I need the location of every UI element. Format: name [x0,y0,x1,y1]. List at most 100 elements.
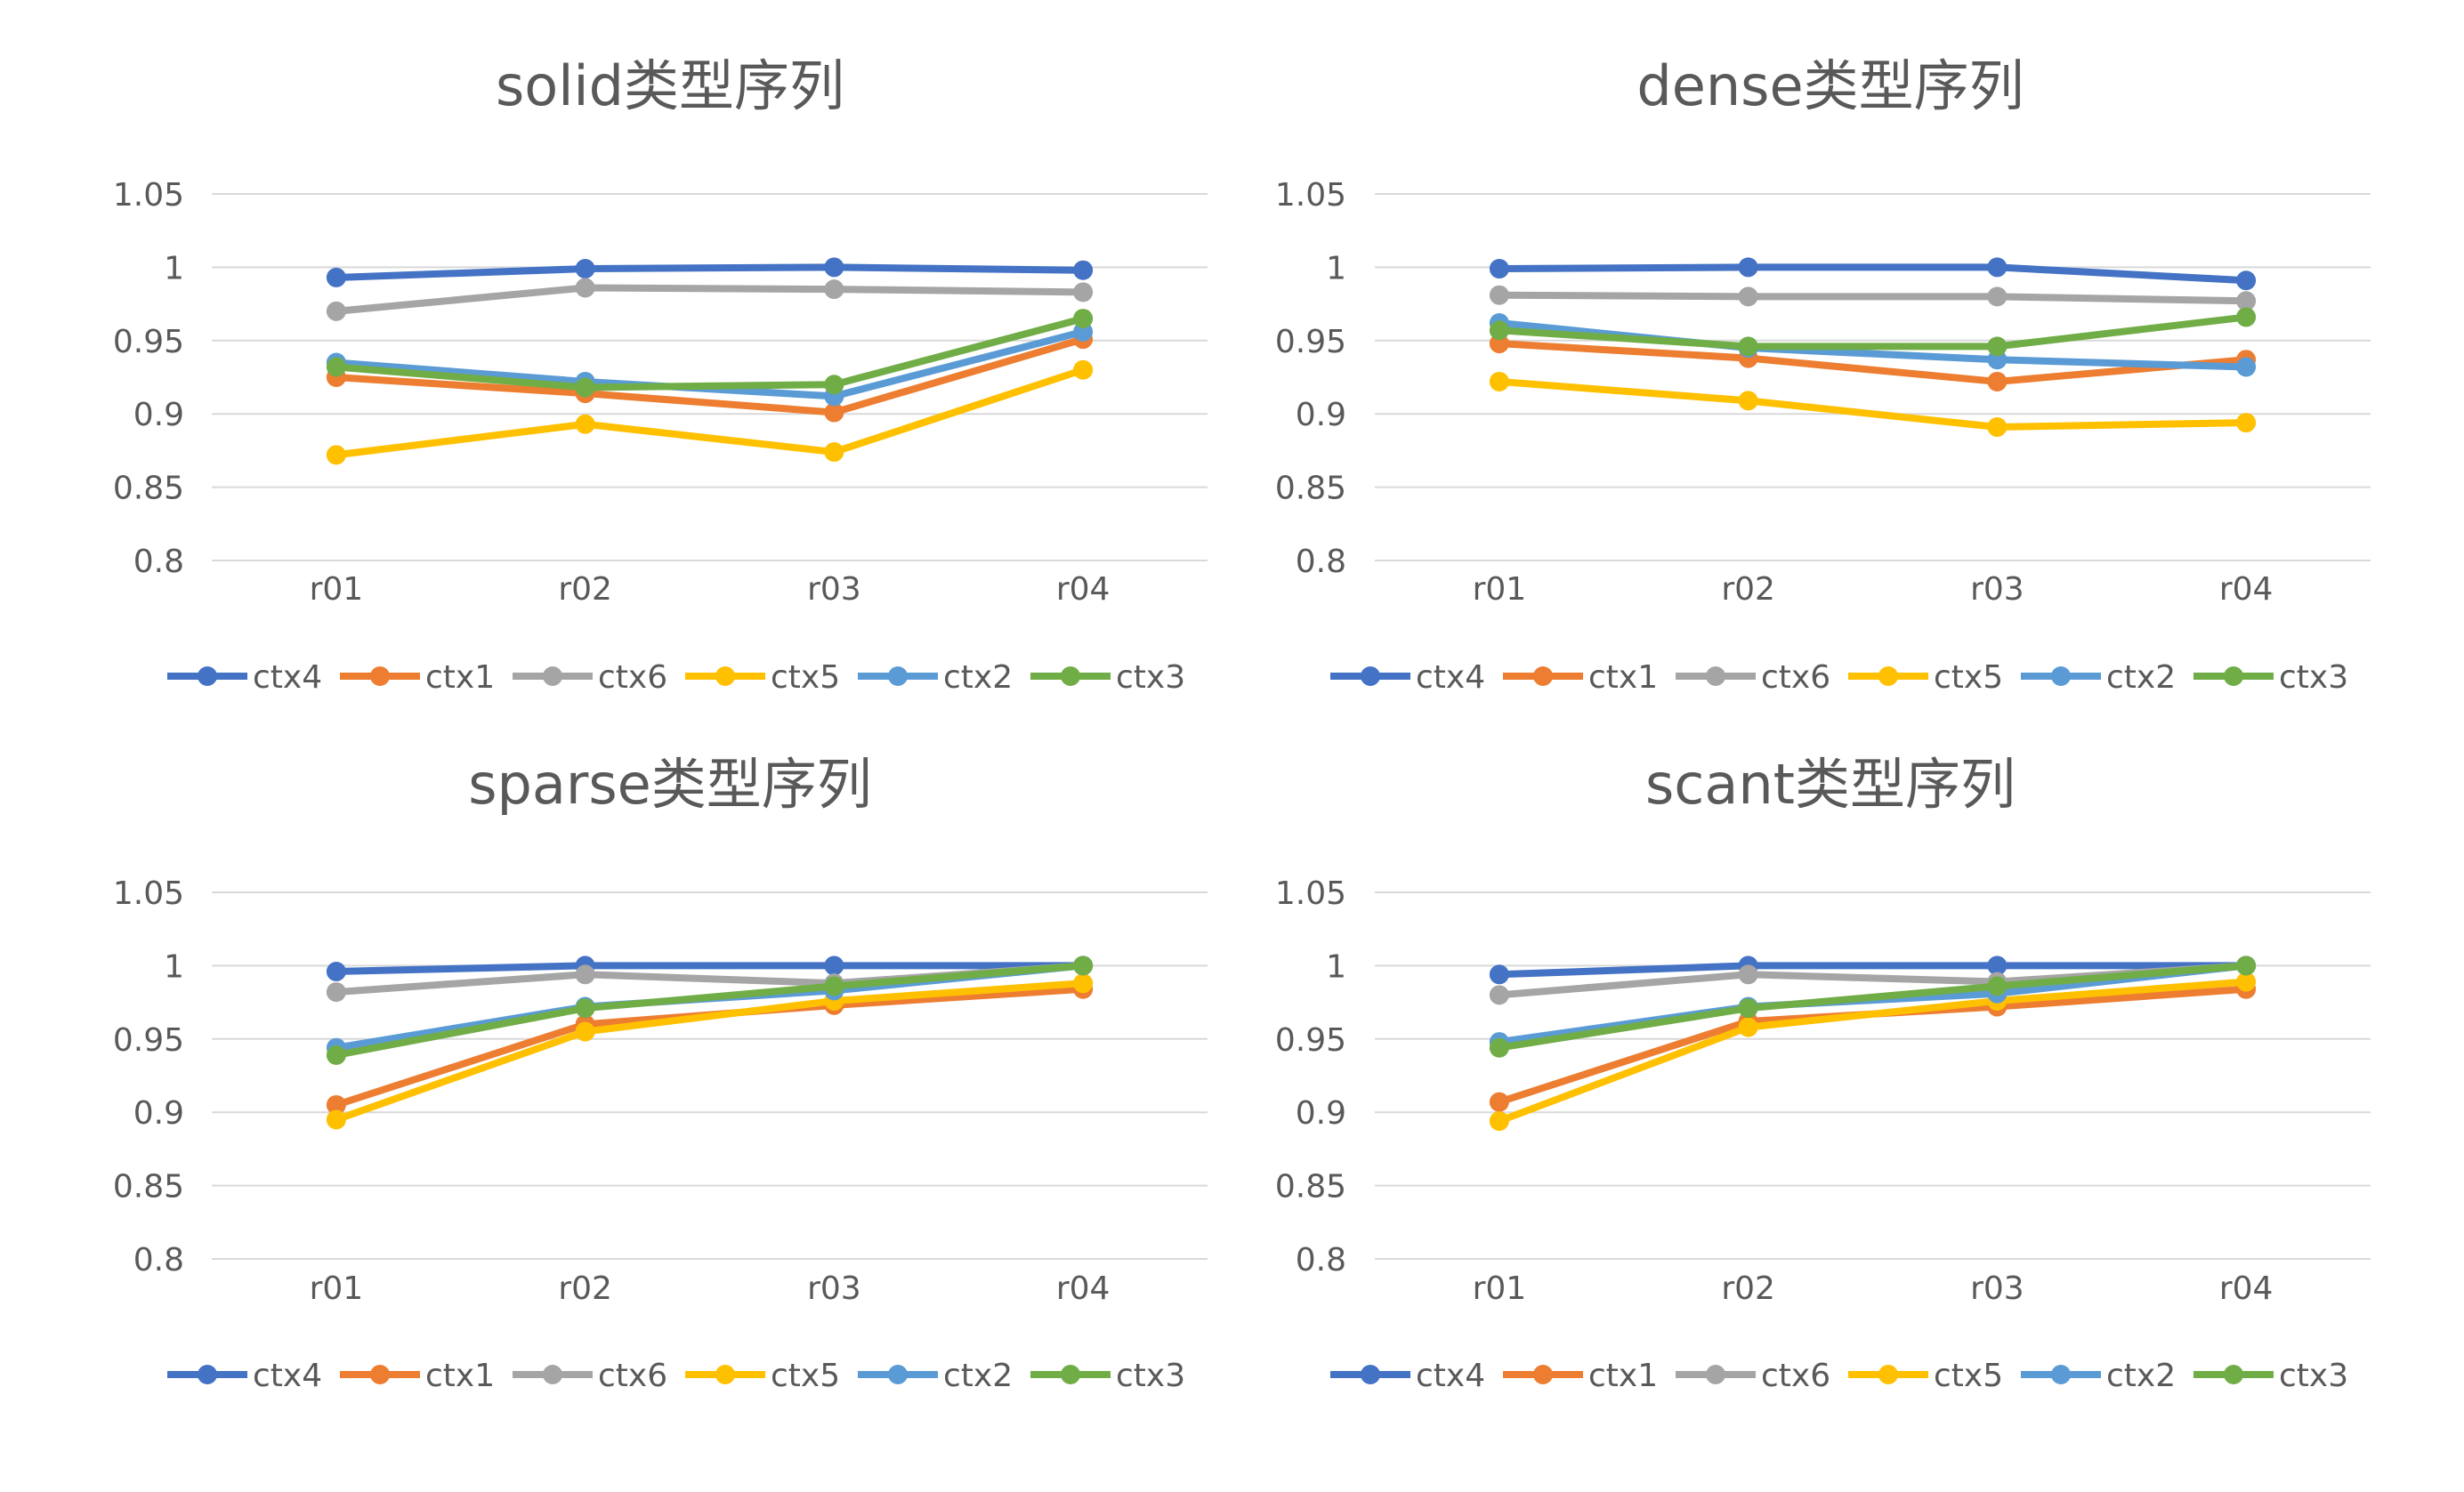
legend-swatch-marker [543,666,562,686]
data-point [575,998,595,1019]
legend-label: ctx4 [1416,659,1485,696]
data-point [326,1044,346,1065]
data-point [1489,371,1509,391]
series-ctx3 [1489,307,2257,357]
series-ctx3 [326,309,1094,398]
data-point [575,259,595,279]
data-point [326,1109,346,1130]
legend-swatch-marker [2051,1365,2071,1384]
y-tick-label: 1.05 [113,177,184,214]
x-tick-label: r03 [1970,571,2024,608]
data-point [1738,336,1758,357]
y-tick-label: 1 [164,250,184,286]
data-point [1738,964,1758,985]
y-tick-label: 1.05 [1275,875,1346,912]
legend-swatch-marker [888,666,908,686]
data-point [824,375,844,395]
data-point [1489,1092,1509,1112]
legend-label: ctx4 [1416,1358,1485,1394]
chart-title: sparse类型序列 [468,752,872,817]
series-line [1495,291,2250,305]
data-point [1489,285,1509,305]
legend-swatch-marker [2051,666,2071,686]
y-tick-label: 0.9 [133,397,184,433]
y-tick-label: 0.8 [133,544,184,580]
chart-panel-4: scant类型序列 0.8 0.85 0.9 0.95 1 1.05 r01 r02 r03 r04… [1275,752,2371,1394]
data-point [824,442,844,463]
legend-swatch-marker [198,1365,217,1384]
legend-label: ctx2 [2106,659,2176,696]
x-tick-label: r01 [310,1270,364,1307]
legend-swatch-marker [1706,1365,1725,1384]
series-line [1495,340,2250,385]
series-ctx4 [1489,257,2257,291]
data-point [1073,956,1094,976]
series-line [332,335,1087,416]
legend-swatch-marker [198,666,217,686]
series-line [332,962,1087,1059]
series-ctx6 [326,278,1094,321]
chart-title: scant类型序列 [1645,752,2016,817]
data-point [1073,973,1094,994]
legend-swatch-marker [370,666,390,686]
x-tick-label: r04 [2219,571,2274,608]
chart-panel-2: dense类型序列 0.8 0.85 0.9 0.95 1 1.05 r01 r02 r03 r04… [1275,53,2371,696]
data-point [1738,1017,1758,1037]
y-tick-label: 0.85 [1275,1169,1346,1206]
data-point [1489,964,1509,985]
legend-label: ctx4 [253,1358,322,1394]
series-line [332,263,1087,281]
legend-label: ctx2 [943,659,1013,696]
x-tick-label: r01 [1473,571,1527,608]
series-ctx3 [326,956,1094,1065]
data-point [1987,976,2008,996]
legend-label: ctx4 [253,659,322,696]
data-point [1987,371,2008,391]
data-point [2236,413,2257,433]
legend-label: ctx3 [1116,659,1185,696]
x-tick-label: r04 [2219,1270,2274,1307]
x-tick-label: r02 [1721,571,1775,608]
y-tick-label: 0.9 [133,1095,184,1132]
y-tick-label: 0.85 [113,471,184,507]
legend-swatch-marker [543,1365,562,1384]
legend-swatch-marker [1361,666,1380,686]
series-line [1495,263,2250,285]
data-point [575,377,595,398]
data-point [824,279,844,300]
series-line [1495,313,2250,351]
legend-swatch-marker [1706,666,1725,686]
data-point [1073,309,1094,329]
legend-label: ctx1 [425,1358,495,1394]
legend-label: ctx6 [1761,659,1830,696]
x-tick-label: r04 [1056,1270,1111,1307]
series-ctx5 [1489,371,2257,438]
legend-swatch-marker [2224,666,2243,686]
legend-swatch-marker [1878,666,1898,686]
y-tick-label: 1 [1326,948,1346,985]
data-point [1489,1037,1509,1058]
y-tick-label: 0.9 [1296,397,1346,433]
data-point [575,414,595,434]
legend-swatch-marker [1533,1365,1553,1384]
series-ctx3 [1489,956,2257,1058]
legend-label: ctx1 [1588,1358,1658,1394]
x-tick-label: r02 [558,571,612,608]
x-tick-label: r03 [807,571,861,608]
series-line [332,315,1087,391]
legend-swatch-marker [1061,1365,1080,1384]
data-point [2236,357,2257,377]
chart-panel-3: sparse类型序列 0.8 0.85 0.9 0.95 1 1.05 r01 r02 r03 r0… [113,752,1208,1394]
legend: ctx4 ctx1 ctx6 ctx5 ctx2 ctx3 [167,1358,1185,1394]
legend-label: ctx3 [1116,1358,1185,1394]
series-line [1495,962,2250,1052]
y-tick-label: 0.95 [113,1022,184,1059]
legend-label: ctx5 [1934,1358,2003,1394]
y-tick-label: 0.8 [1296,1242,1346,1278]
data-point [1073,282,1094,302]
legend-label: ctx3 [2279,1358,2348,1394]
data-point [1987,286,2008,307]
data-point [1987,956,2008,976]
legend: ctx4 ctx1 ctx6 ctx5 ctx2 ctx3 [167,659,1185,696]
